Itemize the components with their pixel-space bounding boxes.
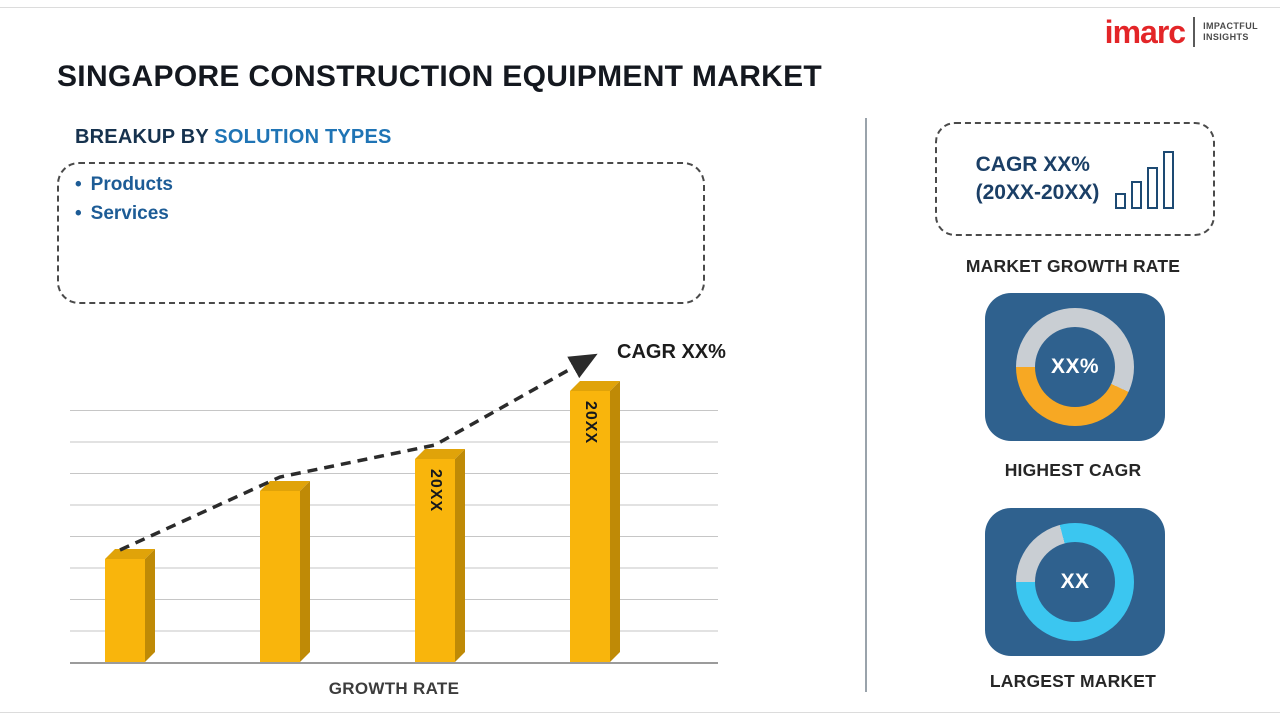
bar: 20XX bbox=[570, 391, 610, 662]
largest-market-value: XX bbox=[1060, 570, 1090, 593]
market-growth-card: CAGR XX% (20XX-20XX) bbox=[935, 122, 1215, 236]
bar: 20XX bbox=[415, 459, 455, 662]
x-axis-label: GROWTH RATE bbox=[328, 679, 460, 698]
top-border-line bbox=[0, 7, 1280, 8]
largest-market-donut-chart: XX bbox=[1016, 523, 1134, 641]
vertical-divider bbox=[865, 118, 867, 692]
logo-tagline-line1: IMPACTFUL bbox=[1203, 20, 1258, 31]
bar-group: 20XX 20XX bbox=[70, 380, 718, 663]
logo-divider bbox=[1193, 17, 1196, 47]
bar bbox=[105, 559, 145, 662]
logo-tagline: IMPACTFUL INSIGHTS bbox=[1203, 21, 1258, 44]
donut-center: XX% bbox=[1035, 327, 1115, 407]
trend-arrow bbox=[119, 353, 598, 552]
page-title: SINGAPORE CONSTRUCTION EQUIPMENT MARKET bbox=[57, 60, 823, 93]
breakup-heading-highlight: SOLUTION TYPES bbox=[214, 126, 392, 148]
bar-chart-icon bbox=[1115, 149, 1175, 209]
chart-baseline bbox=[70, 662, 718, 664]
imarc-logo-text: imarc bbox=[1104, 14, 1186, 50]
growth-card-line1: CAGR XX% bbox=[975, 152, 1090, 176]
largest-market-tile: XX bbox=[985, 508, 1165, 656]
breakup-heading: BREAKUP BY SOLUTION TYPES bbox=[75, 126, 392, 149]
bar bbox=[260, 491, 300, 662]
bar-label: 20XX bbox=[427, 469, 444, 513]
donut-center: XX bbox=[1035, 542, 1115, 622]
list-item: Products bbox=[75, 174, 173, 196]
cagr-annotation: CAGR XX% bbox=[617, 341, 726, 363]
bar-label: 20XX bbox=[582, 401, 599, 445]
growth-card-text: CAGR XX% (20XX-20XX) bbox=[976, 151, 1100, 208]
highest-cagr-donut-chart: XX% bbox=[1016, 308, 1134, 426]
market-growth-rate-label: MARKET GROWTH RATE bbox=[965, 256, 1181, 276]
logo-tagline-line2: INSIGHTS bbox=[1203, 32, 1249, 42]
breakup-item-list: Products Services bbox=[75, 174, 173, 232]
growth-card-line2: (20XX-20XX) bbox=[975, 181, 1100, 204]
largest-market-label: LARGEST MARKET bbox=[989, 671, 1157, 691]
highest-cagr-tile: XX% bbox=[985, 293, 1165, 441]
imarc-logo: imarc IMPACTFUL INSIGHTS bbox=[1105, 16, 1258, 48]
breakup-dashed-box bbox=[57, 162, 705, 304]
bottom-border-line bbox=[0, 712, 1280, 713]
highest-cagr-value: XX% bbox=[1051, 355, 1099, 378]
breakup-heading-prefix: BREAKUP BY bbox=[75, 126, 209, 148]
highest-cagr-label: HIGHEST CAGR bbox=[1004, 460, 1142, 480]
list-item: Services bbox=[75, 203, 173, 225]
